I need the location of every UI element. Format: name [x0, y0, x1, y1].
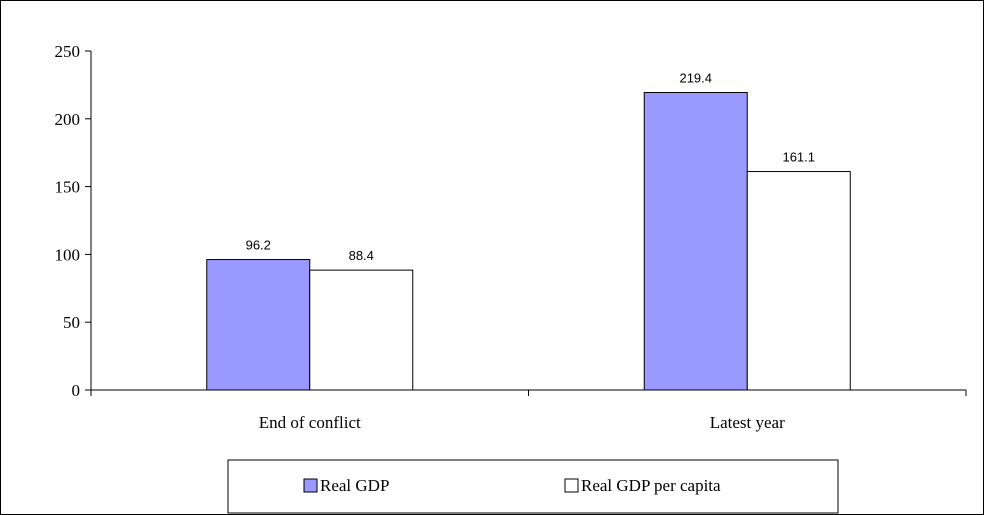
y-axis: 0 50 100 150 200 250 [55, 42, 92, 400]
y-tick-label: 100 [55, 245, 81, 264]
x-axis: End of conflict Latest year [90, 389, 967, 432]
legend: Real GDP Real GDP per capita [227, 459, 839, 514]
data-label: 161.1 [782, 150, 815, 165]
x-tick-label: Latest year [710, 413, 785, 432]
x-tick-label: End of conflict [259, 413, 361, 432]
legend-label-real-gdp-per-capita: Real GDP per capita [581, 476, 721, 495]
y-tick-label: 200 [55, 110, 81, 129]
bar [746, 171, 851, 391]
bars [206, 91, 851, 391]
data-labels: 96.2 88.4 219.4 161.1 [246, 70, 815, 263]
legend-box [227, 459, 839, 514]
y-tick-label: 250 [55, 42, 81, 61]
data-label: 96.2 [246, 238, 271, 253]
bar [309, 269, 414, 391]
legend-swatch-real-gdp [303, 478, 318, 493]
data-label: 88.4 [349, 248, 374, 263]
data-label: 219.4 [679, 70, 712, 85]
y-tick-label: 0 [72, 381, 81, 400]
y-tick-label: 50 [63, 313, 80, 332]
legend-label-real-gdp: Real GDP [320, 476, 389, 495]
bar [206, 259, 311, 391]
legend-swatch-real-gdp-per-capita [564, 478, 579, 493]
y-tick-label: 150 [55, 178, 81, 197]
bar [643, 91, 748, 391]
